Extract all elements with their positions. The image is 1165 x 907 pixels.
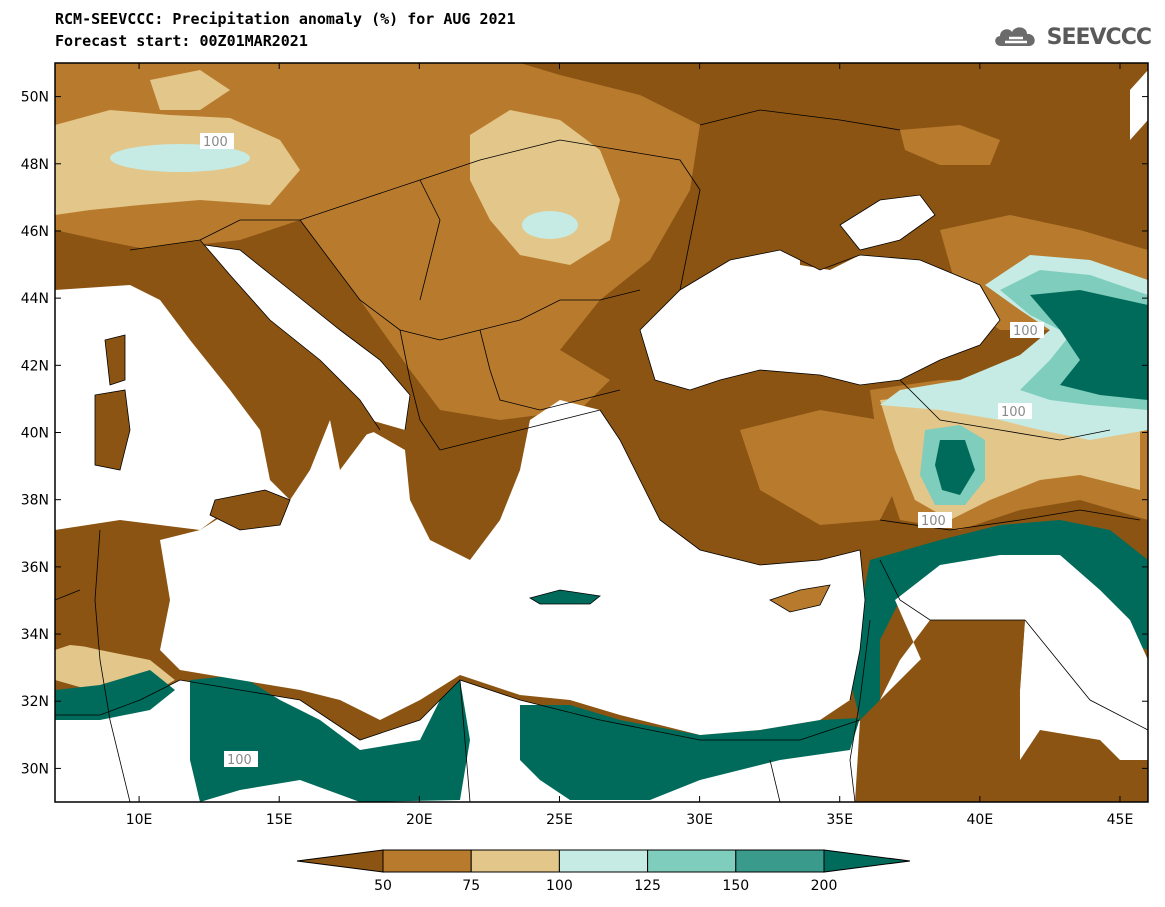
colorbar-tick-label: 100 [546,878,573,894]
x-tick-label: 10E [126,812,153,828]
x-tick-label: 20E [406,812,433,828]
contour-label-turkey-se: 100 [921,514,946,529]
contour-label-libya: 100 [227,753,252,768]
region-missing-mesopotamia [870,555,1148,760]
y-tick-label: 38N [21,493,49,509]
forecast-start-label: Forecast start: 00Z01MAR2021 [55,32,308,50]
y-tick-label: 40N [21,426,49,442]
sea-of-azov [840,195,935,250]
map-field: 100 100 100 100 100 [55,63,1148,802]
region-wet-turkey-core [935,440,975,495]
x-tick-label: 45E [1107,812,1134,828]
cyprus-island [770,585,830,612]
y-tick-label: 34N [21,627,49,643]
country-borders [55,109,1148,802]
ionian-aegean-east-med-sea [160,400,865,735]
y-tick-label: 36N [21,560,49,576]
x-axis: 10E 15E 20E 25E 30E 35E 40E 45E [126,63,1134,828]
colorbar-bin [647,849,737,873]
region-dry-turkey-east [740,410,900,525]
map-title: RCM-SEEVCCC: Precipitation anomaly (%) f… [55,10,516,28]
x-tick-label: 40E [967,812,994,828]
sicily-island [210,490,290,530]
adriatic-sea [205,245,410,430]
region-dry-weak-balkans [470,110,620,265]
region-dry-weak-austria [150,70,230,110]
colorbar-tick-label: 200 [811,878,838,894]
colorbar-tick-label: 75 [462,878,480,894]
patch-wet-weak-alps [110,144,250,172]
y-tick-label: 32N [21,694,49,710]
x-tick-label: 35E [826,812,853,828]
colorbar-bin [558,849,649,873]
colorbar-bin-upper-extend [823,849,911,873]
region-dry-syria-iraq [850,620,1025,802]
colorbar-legend: 50 75 100 125 150 200 [296,849,911,894]
black-sea [640,250,1000,390]
x-tick-label: 15E [266,812,293,828]
corsica-island [105,335,125,385]
contour-label-turkey-ne: 100 [1001,405,1026,420]
region-dry-ukraine [900,125,1000,165]
colorbar-tick-label: 125 [634,878,661,894]
contour-label-alps: 100 [203,135,228,150]
y-tick-label: 44N [21,291,49,307]
y-tick-label: 30N [21,761,49,777]
x-tick-label: 25E [546,812,573,828]
colorbar-bin [470,849,560,873]
y-tick-label: 42N [21,358,49,374]
y-tick-label: 46N [21,224,49,240]
contour-label-caucasus: 100 [1013,324,1038,339]
region-dry-tunisia [55,525,170,650]
logo-text: SEEVCCC [1046,24,1152,50]
region-wet-libya [190,675,470,802]
region-wet-tunisia [55,670,175,720]
x-tick-label: 30E [686,812,713,828]
region-wet-egypt [520,705,860,800]
coastlines [55,194,1001,741]
caspian-sea-edge [1130,70,1148,140]
y-tick-label: 50N [21,90,49,106]
y-tick-label: 48N [21,157,49,173]
region-wet-caucasus-strong [1030,290,1148,400]
colorbar-bin-lower-extend [296,849,384,873]
contour-labels: 100 100 100 100 100 [200,133,1044,768]
y-axis: 50N 48N 46N 44N 42N 40N 38N 36N 34N 32N 30N [21,90,1148,777]
colorbar-tick-label: 50 [374,878,392,894]
colorbar-bin [735,849,825,873]
sardinia-island [95,390,130,470]
cloud-logo-icon [994,27,1035,46]
colorbar-tick-label: 150 [722,878,749,894]
italy-peninsula [130,240,380,500]
colorbar-bin [382,849,472,873]
patch-wet-weak-romania [522,211,578,239]
crimea-land [800,240,860,270]
seevccc-logo: SEEVCCC [991,20,1152,54]
